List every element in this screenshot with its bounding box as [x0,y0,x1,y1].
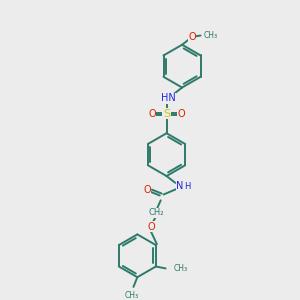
Text: S: S [163,109,170,119]
Text: CH₃: CH₃ [173,264,188,273]
Text: O: O [143,185,151,195]
Text: CH₃: CH₃ [124,291,139,300]
Text: O: O [147,222,155,232]
Text: N: N [176,181,184,191]
Text: H: H [184,182,190,191]
Text: HN: HN [161,93,176,103]
Text: CH₃: CH₃ [203,32,218,40]
Text: CH₂: CH₂ [148,208,164,217]
Text: O: O [177,109,185,119]
Text: O: O [148,109,156,119]
Text: O: O [188,32,196,42]
